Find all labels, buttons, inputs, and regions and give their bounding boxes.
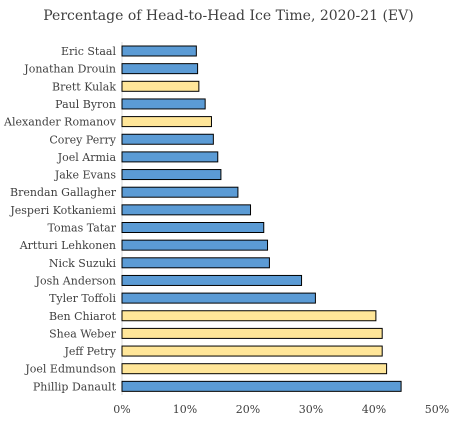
category-label: Shea Weber [49,327,117,340]
bar [121,239,269,251]
bar [121,151,219,163]
x-tick-label: 40% [362,403,386,416]
category-label: Artturi Lehkonen [19,239,116,252]
x-tick-label: 10% [173,403,197,416]
category-label: Brendan Gallagher [10,186,117,199]
bar [121,169,222,181]
category-label: Eric Staal [61,45,117,58]
category-label: Tomas Tatar [47,222,116,235]
x-tick-label: 20% [236,403,260,416]
bar [121,292,316,304]
bar [121,80,200,92]
category-label: Josh Anderson [35,274,116,287]
bar [121,186,239,198]
bar [121,133,214,145]
category-label: Joel Armia [57,151,117,164]
bar [121,63,199,75]
category-label: Jonathan Drouin [23,63,116,76]
x-tick-label: 0% [113,403,130,416]
category-label: Ben Chiarot [49,310,117,323]
category-label: Brett Kulak [52,80,116,93]
bar [121,380,402,392]
bar [121,310,377,322]
category-label: Tyler Toffoli [49,292,116,305]
bar [121,204,252,216]
category-label: Jeff Petry [63,345,116,358]
bar [121,363,388,375]
x-tick-label: 30% [299,403,323,416]
bar [121,274,303,286]
category-label: Nick Suzuki [49,257,117,270]
bar [121,116,212,128]
category-label: Phillip Danault [33,380,117,393]
category-label: Paul Byron [55,98,116,111]
category-label: Corey Perry [49,133,116,146]
bar [121,98,206,110]
category-label: Alexander Romanov [3,116,117,129]
bar [121,327,383,339]
x-tick-label: 50% [425,403,449,416]
category-label: Joel Edmundson [24,363,116,376]
category-label: Jesperi Kotkaniemi [9,204,116,217]
bar [121,45,197,57]
bar [121,345,383,357]
bar [121,257,270,269]
category-label: Jake Evans [54,169,117,182]
chart-title: Percentage of Head-to-Head Ice Time, 202… [43,8,414,24]
bar [121,222,265,233]
